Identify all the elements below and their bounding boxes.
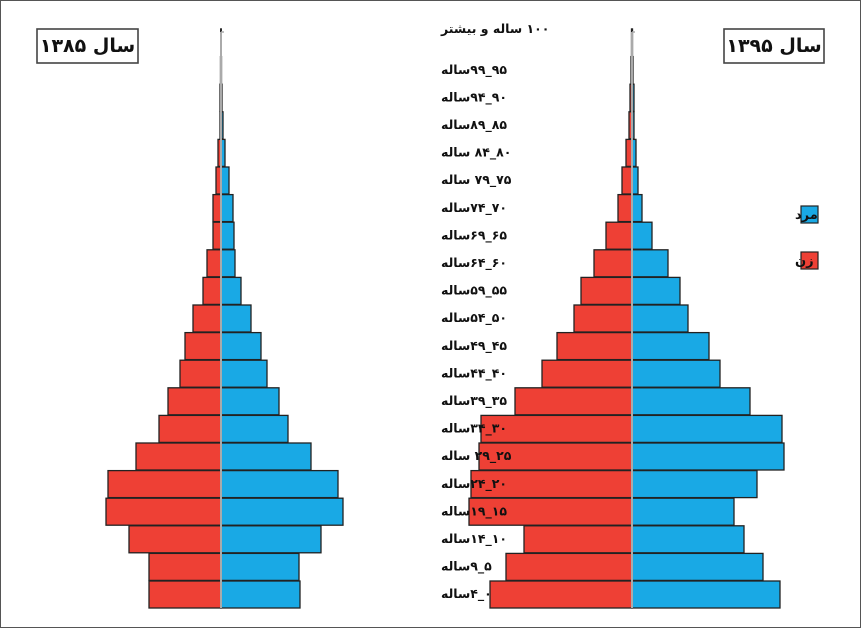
age-label-11: ۵۵_۵۹ساله xyxy=(441,283,507,299)
bar-female-left-2 xyxy=(128,525,222,554)
age-label-13: ۶۵_۶۹ساله xyxy=(441,227,507,243)
bar-female-right-4 xyxy=(470,469,633,499)
bar-female-right-1 xyxy=(505,552,633,582)
bar-female-left-11 xyxy=(202,276,222,306)
bar-female-left-14 xyxy=(212,193,222,223)
age-label-17: ۸۵_۸۹ساله xyxy=(441,117,507,133)
legend-item-female: زن xyxy=(795,251,819,270)
bar-male-left-8 xyxy=(220,359,268,388)
bar-female-right-2 xyxy=(523,525,633,554)
bar-female-left-4 xyxy=(107,469,222,499)
bar-male-left-9 xyxy=(220,331,262,361)
bar-female-left-7 xyxy=(167,387,222,416)
chart-title-right-box: سال ۱۳۹۵ xyxy=(723,28,825,64)
bar-male-left-4 xyxy=(220,469,339,499)
age-group-labels: ۰_۴ساله ۵_۹ساله ۱۰_۱۴ساله ۱۵_۱۹ساله ۲۰_۲۴سال… xyxy=(440,21,549,602)
legend-label-male: مرد xyxy=(795,208,818,223)
bar-male-left-2 xyxy=(220,525,322,554)
age-label-5: ۲۵_۲۹ ساله xyxy=(441,448,512,464)
bar-male-left-0 xyxy=(220,580,301,609)
chart-title-left: سال ۱۳۸۵ xyxy=(40,35,135,57)
bar-male-left-3 xyxy=(220,497,344,526)
bar-female-left-1 xyxy=(148,552,222,582)
bar-female-right-0 xyxy=(489,580,633,609)
bar-male-right-5 xyxy=(631,442,785,471)
bar-male-left-13 xyxy=(220,221,235,250)
bar-male-right-13 xyxy=(631,221,653,250)
bar-female-left-10 xyxy=(192,304,222,333)
bar-male-left-10 xyxy=(220,304,252,333)
bar-female-right-12 xyxy=(593,249,633,278)
legend: مرد زن xyxy=(795,205,819,270)
age-label-15: ۷۵_۷۹ ساله xyxy=(441,172,512,188)
pyramid-right xyxy=(468,28,785,609)
bar-male-right-4 xyxy=(631,469,758,499)
age-label-9: ۴۵_۴۹ساله xyxy=(441,338,507,354)
bar-male-right-7 xyxy=(631,387,751,416)
bar-male-left-5 xyxy=(220,442,312,471)
bar-female-right-14 xyxy=(617,193,633,223)
bar-male-left-14 xyxy=(220,193,234,223)
age-label-2: ۱۰_۱۴ساله xyxy=(441,531,507,547)
bar-male-left-1 xyxy=(220,552,300,582)
bar-male-left-15 xyxy=(220,166,230,195)
bar-female-left-9 xyxy=(184,331,222,361)
bar-male-right-14 xyxy=(631,193,643,223)
age-label-18: ۹۰_۹۴ساله xyxy=(441,89,507,105)
legend-swatch-female xyxy=(800,251,819,270)
age-label-20: ۱۰۰ ساله و بیشتر xyxy=(440,21,549,36)
age-label-8: ۴۰_۴۴ساله xyxy=(441,365,507,381)
age-label-10: ۵۰_۵۴ساله xyxy=(441,310,507,326)
bar-female-left-3 xyxy=(105,497,222,526)
age-label-6: ۳۰_۳۴ساله xyxy=(441,421,507,437)
age-label-0: ۰_۴ساله xyxy=(441,586,492,602)
age-label-7: ۳۵_۳۹ساله xyxy=(441,393,507,409)
bar-female-left-12 xyxy=(206,249,222,278)
bar-female-right-7 xyxy=(514,387,633,416)
bar-female-left-5 xyxy=(135,442,222,471)
bar-male-right-3 xyxy=(631,497,735,526)
age-label-19: ۹۵_۹۹ساله xyxy=(441,62,507,78)
bar-male-left-11 xyxy=(220,276,242,306)
bar-female-right-8 xyxy=(541,359,633,388)
bar-female-right-9 xyxy=(556,331,633,361)
bar-male-right-0 xyxy=(631,580,781,609)
bar-male-left-6 xyxy=(220,414,289,444)
bar-female-right-3 xyxy=(468,497,633,526)
bar-male-left-12 xyxy=(220,249,236,278)
bar-female-right-10 xyxy=(573,304,633,333)
bar-male-right-10 xyxy=(631,304,689,333)
bar-male-right-11 xyxy=(631,276,681,306)
bar-male-right-6 xyxy=(631,414,783,444)
bar-male-right-2 xyxy=(631,525,745,554)
age-label-14: ۷۰_۷۴ساله xyxy=(441,200,507,216)
pyramid-left xyxy=(105,28,344,609)
bar-female-left-13 xyxy=(212,221,222,250)
bar-female-left-8 xyxy=(179,359,222,388)
legend-swatch-male xyxy=(800,205,819,224)
bar-male-left-7 xyxy=(220,387,280,416)
bar-female-left-0 xyxy=(148,580,222,609)
bar-female-right-15 xyxy=(621,166,633,195)
bar-female-right-5 xyxy=(478,442,633,471)
bar-male-right-1 xyxy=(631,552,764,582)
bar-male-right-8 xyxy=(631,359,721,388)
chart-title-right: سال ۱۳۹۵ xyxy=(726,35,821,57)
bar-female-right-11 xyxy=(580,276,633,306)
age-label-12: ۶۰_۶۴ساله xyxy=(441,255,507,271)
age-label-4: ۲۰_۲۴ساله xyxy=(441,476,507,492)
age-label-1: ۵_۹ساله xyxy=(441,559,492,575)
legend-label-female: زن xyxy=(795,254,814,269)
bar-female-right-13 xyxy=(605,221,633,250)
age-label-3: ۱۵_۱۹ساله xyxy=(441,503,507,519)
bar-male-right-9 xyxy=(631,331,710,361)
legend-item-male: مرد xyxy=(795,205,819,224)
bar-female-left-6 xyxy=(158,414,222,444)
bar-male-right-12 xyxy=(631,249,669,278)
age-label-16: ۸۰_۸۴ ساله xyxy=(441,145,511,161)
chart-title-left-box: سال ۱۳۸۵ xyxy=(36,28,139,64)
